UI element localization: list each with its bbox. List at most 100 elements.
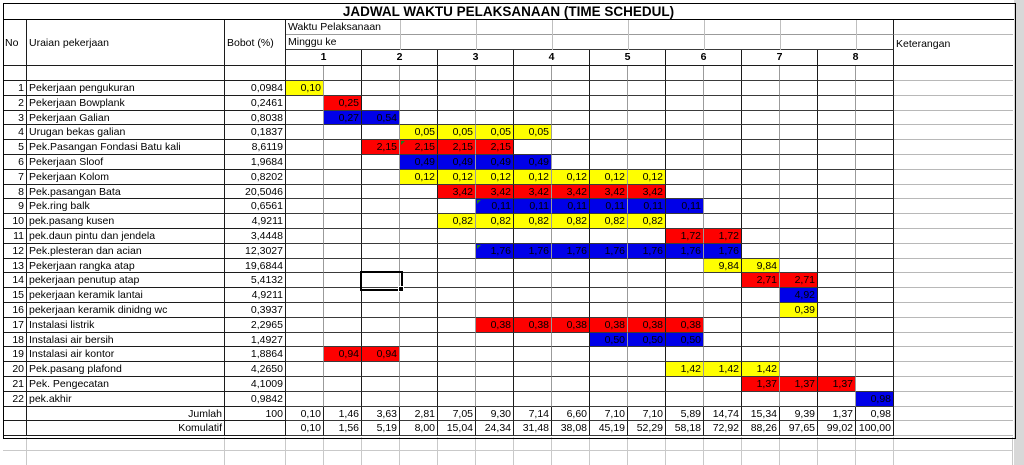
weight-cell[interactable]: 0,6561 bbox=[225, 199, 286, 215]
schedule-cell[interactable] bbox=[780, 184, 818, 200]
summary-value-cell[interactable]: 99,02 bbox=[818, 421, 856, 437]
schedule-cell[interactable] bbox=[286, 110, 324, 126]
schedule-cell[interactable] bbox=[324, 303, 362, 318]
weight-cell[interactable] bbox=[225, 66, 286, 81]
schedule-cell[interactable] bbox=[552, 347, 590, 363]
task-name-cell[interactable]: Pek.plesteran dan acian bbox=[27, 243, 225, 259]
schedule-cell[interactable] bbox=[780, 140, 818, 155]
gantt-bar-cell[interactable]: 0,39 bbox=[780, 303, 818, 318]
schedule-cell[interactable] bbox=[514, 110, 552, 126]
empty-cell[interactable] bbox=[225, 437, 286, 452]
schedule-cell[interactable] bbox=[590, 377, 628, 392]
gantt-bar-cell[interactable]: 0,38 bbox=[590, 317, 628, 333]
weight-cell[interactable]: 20,5046 bbox=[225, 184, 286, 200]
schedule-cell[interactable] bbox=[286, 199, 324, 215]
keterangan-cell[interactable] bbox=[894, 362, 1013, 377]
schedule-cell[interactable] bbox=[856, 362, 894, 377]
schedule-cell[interactable] bbox=[286, 273, 324, 289]
gantt-bar-cell[interactable]: 0,98 bbox=[856, 391, 894, 407]
row-number-cell[interactable]: 1 bbox=[3, 81, 27, 96]
task-name-cell[interactable]: Pek. Pengecatan bbox=[27, 377, 225, 392]
schedule-cell[interactable] bbox=[856, 303, 894, 318]
schedule-cell[interactable] bbox=[628, 81, 666, 96]
weight-cell[interactable]: 1,8864 bbox=[225, 347, 286, 363]
empty-cell[interactable] bbox=[780, 437, 818, 452]
empty-cell[interactable] bbox=[818, 451, 856, 465]
empty-cell[interactable] bbox=[476, 451, 514, 465]
keterangan-cell[interactable] bbox=[894, 81, 1013, 96]
schedule-cell[interactable] bbox=[742, 81, 780, 96]
schedule-cell[interactable] bbox=[856, 155, 894, 170]
schedule-cell[interactable] bbox=[476, 288, 514, 303]
keterangan-cell[interactable] bbox=[894, 185, 1013, 200]
spacer-cell[interactable] bbox=[590, 66, 628, 81]
summary-value-cell[interactable]: 7,14 bbox=[514, 406, 552, 422]
schedule-cell[interactable] bbox=[552, 81, 590, 96]
schedule-cell[interactable] bbox=[856, 317, 894, 333]
gantt-bar-cell[interactable]: 0,49 bbox=[400, 155, 438, 170]
spacer-cell[interactable] bbox=[742, 66, 780, 81]
empty-cell[interactable] bbox=[590, 437, 628, 452]
schedule-cell[interactable] bbox=[286, 140, 324, 155]
schedule-cell[interactable] bbox=[362, 199, 400, 215]
weight-cell[interactable]: 0,8038 bbox=[225, 110, 286, 126]
gantt-bar-cell[interactable]: 1,76 bbox=[514, 243, 552, 259]
schedule-cell[interactable] bbox=[438, 391, 476, 407]
schedule-cell[interactable] bbox=[362, 155, 400, 170]
gantt-bar-cell[interactable]: 0,50 bbox=[666, 332, 704, 348]
schedule-cell[interactable] bbox=[552, 362, 590, 377]
task-name-cell[interactable]: Instalasi listrik bbox=[27, 317, 225, 333]
schedule-cell[interactable] bbox=[476, 229, 514, 244]
schedule-cell[interactable] bbox=[590, 303, 628, 318]
summary-value-cell[interactable]: 100,00 bbox=[856, 421, 894, 437]
row-number-cell[interactable] bbox=[3, 406, 27, 422]
schedule-cell[interactable] bbox=[362, 317, 400, 333]
week-header-cell[interactable]: 7 bbox=[742, 50, 818, 66]
week-header-cell[interactable]: 3 bbox=[438, 50, 514, 66]
gantt-bar-cell[interactable]: 1,76 bbox=[628, 243, 666, 259]
summary-value-cell[interactable]: 38,08 bbox=[552, 421, 590, 437]
schedule-cell[interactable] bbox=[742, 110, 780, 126]
schedule-cell[interactable] bbox=[286, 258, 324, 274]
weight-cell[interactable]: 0,0984 bbox=[225, 81, 286, 96]
schedule-cell[interactable] bbox=[818, 140, 856, 155]
schedule-cell[interactable] bbox=[324, 243, 362, 259]
week-header-cell[interactable]: 6 bbox=[666, 50, 742, 66]
schedule-cell[interactable] bbox=[400, 258, 438, 274]
schedule-cell[interactable] bbox=[704, 377, 742, 392]
schedule-cell[interactable] bbox=[324, 229, 362, 244]
schedule-cell[interactable] bbox=[476, 81, 514, 96]
schedule-cell[interactable] bbox=[286, 229, 324, 244]
schedule-cell[interactable] bbox=[324, 332, 362, 348]
gantt-bar-cell[interactable]: 3,42 bbox=[476, 184, 514, 200]
empty-cell[interactable] bbox=[324, 451, 362, 465]
schedule-cell[interactable] bbox=[818, 273, 856, 289]
keterangan-cell[interactable] bbox=[894, 303, 1013, 318]
schedule-cell[interactable] bbox=[742, 214, 780, 229]
row-number-cell[interactable]: 7 bbox=[3, 169, 27, 185]
weight-cell[interactable]: 0,1837 bbox=[225, 125, 286, 141]
schedule-cell[interactable] bbox=[324, 377, 362, 392]
empty-cell[interactable] bbox=[742, 451, 780, 465]
schedule-cell[interactable] bbox=[742, 229, 780, 244]
gantt-bar-cell[interactable]: 1,76 bbox=[704, 243, 742, 259]
schedule-cell[interactable] bbox=[362, 169, 400, 185]
schedule-cell[interactable] bbox=[438, 110, 476, 126]
schedule-cell[interactable] bbox=[780, 199, 818, 215]
empty-cell[interactable] bbox=[628, 437, 666, 452]
schedule-cell[interactable] bbox=[818, 81, 856, 96]
row-number-cell[interactable]: 15 bbox=[3, 288, 27, 303]
schedule-cell[interactable] bbox=[628, 140, 666, 155]
schedule-cell[interactable] bbox=[324, 169, 362, 185]
task-name-cell[interactable]: Instalasi air bersih bbox=[27, 332, 225, 348]
weight-cell[interactable]: 8,6119 bbox=[225, 140, 286, 155]
empty-cell[interactable] bbox=[856, 437, 894, 452]
schedule-cell[interactable] bbox=[514, 303, 552, 318]
empty-cell[interactable] bbox=[894, 451, 1013, 465]
row-number-cell[interactable]: 10 bbox=[3, 214, 27, 229]
task-name-cell[interactable]: Pekerjaan Kolom bbox=[27, 169, 225, 185]
summary-value-cell[interactable]: 45,19 bbox=[590, 421, 628, 437]
schedule-cell[interactable] bbox=[286, 377, 324, 392]
summary-value-cell[interactable]: 1,56 bbox=[324, 421, 362, 437]
task-name-cell[interactable]: pekerjaan keramik lantai bbox=[27, 288, 225, 303]
